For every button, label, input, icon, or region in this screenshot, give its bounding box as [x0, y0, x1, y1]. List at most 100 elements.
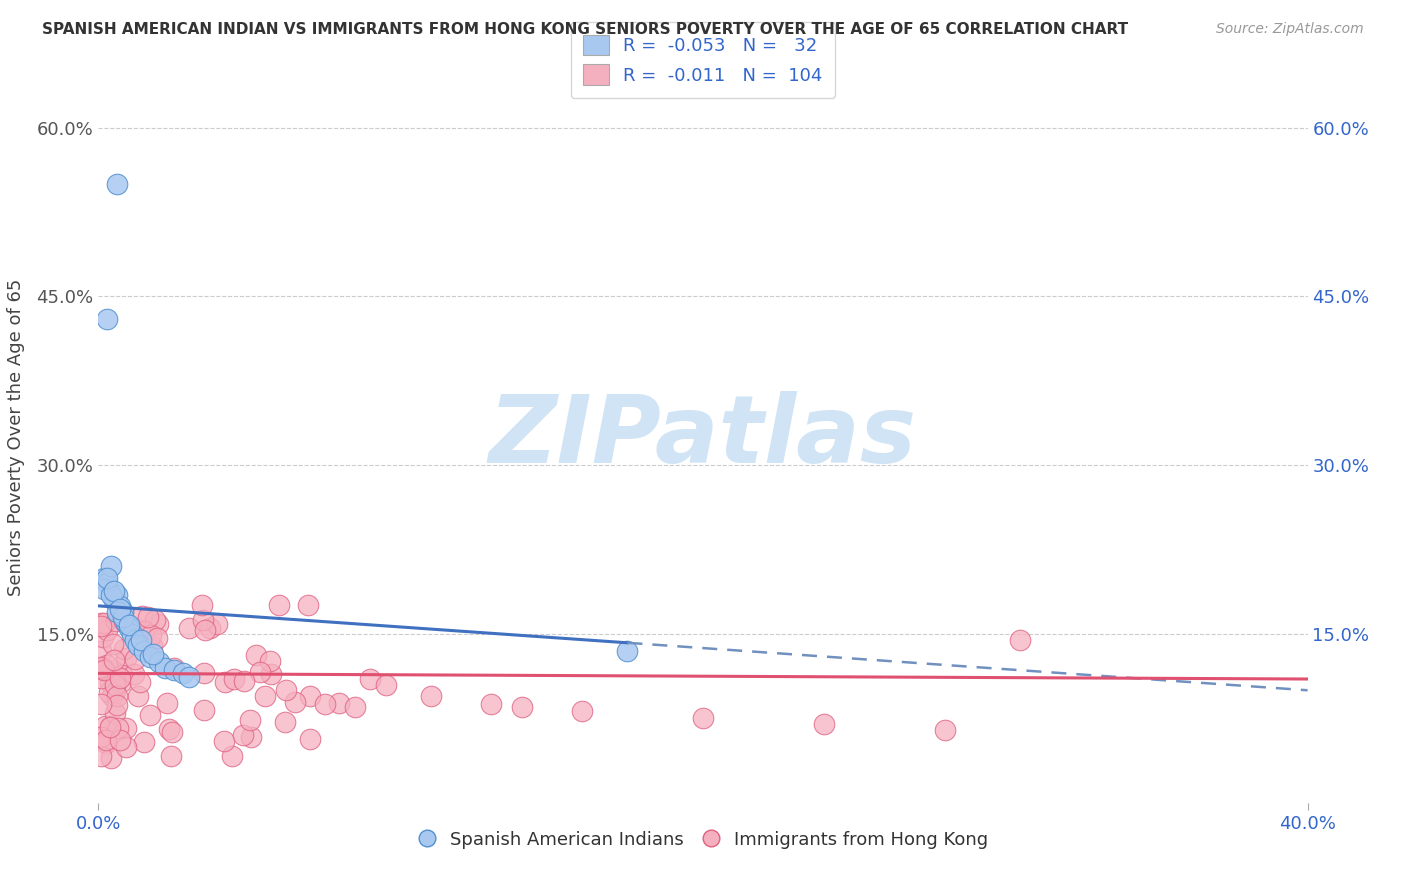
Point — [105, 698, 128, 712]
Point — [112, 614, 135, 628]
Point — [139, 707, 162, 722]
Point — [93, 616, 115, 631]
Point — [124, 632, 146, 647]
Point — [328, 696, 350, 710]
Point — [146, 616, 169, 631]
Point — [212, 734, 235, 748]
Point — [112, 642, 135, 657]
Point — [104, 683, 127, 698]
Point — [194, 623, 217, 637]
Point — [103, 593, 125, 607]
Point — [124, 651, 146, 665]
Point — [93, 571, 115, 585]
Point — [97, 684, 120, 698]
Point — [104, 678, 127, 692]
Point — [129, 632, 152, 647]
Point — [91, 630, 114, 644]
Point — [139, 649, 162, 664]
Point — [90, 731, 112, 745]
Point — [100, 663, 122, 677]
Text: ZIPatlas: ZIPatlas — [489, 391, 917, 483]
Point — [284, 694, 307, 708]
Point — [93, 582, 115, 596]
Point — [127, 638, 149, 652]
Point — [245, 648, 267, 663]
Point — [148, 655, 170, 669]
Point — [1010, 632, 1032, 647]
Point — [100, 588, 122, 602]
Point — [132, 624, 155, 638]
Point — [125, 622, 148, 636]
Point — [93, 663, 115, 677]
Point — [299, 732, 322, 747]
Point — [108, 671, 131, 685]
Point — [191, 613, 214, 627]
Point — [127, 690, 149, 704]
Point — [420, 689, 443, 703]
Point — [191, 598, 214, 612]
Point — [274, 683, 297, 698]
Point — [90, 698, 112, 712]
Point — [177, 621, 200, 635]
Point — [160, 749, 183, 764]
Point — [110, 675, 132, 690]
Point — [129, 675, 152, 690]
Point — [142, 647, 165, 661]
Point — [121, 627, 143, 641]
Point — [107, 722, 129, 736]
Point — [374, 678, 396, 692]
Point — [94, 737, 117, 751]
Point — [131, 608, 153, 623]
Point — [105, 605, 128, 619]
Point — [274, 715, 297, 730]
Point — [139, 628, 162, 642]
Point — [111, 605, 134, 619]
Point — [221, 749, 243, 764]
Point — [91, 662, 114, 676]
Point — [163, 663, 186, 677]
Point — [344, 700, 367, 714]
Point — [298, 690, 321, 704]
Point — [214, 675, 236, 690]
Point — [105, 615, 128, 629]
Point — [90, 644, 112, 658]
Point — [103, 584, 125, 599]
Text: SPANISH AMERICAN INDIAN VS IMMIGRANTS FROM HONG KONG SENIORS POVERTY OVER THE AG: SPANISH AMERICAN INDIAN VS IMMIGRANTS FR… — [42, 22, 1128, 37]
Point — [143, 613, 166, 627]
Point — [90, 748, 112, 763]
Point — [115, 740, 138, 755]
Point — [118, 621, 141, 635]
Point — [90, 660, 112, 674]
Point — [360, 672, 382, 686]
Point — [198, 621, 221, 635]
Point — [118, 618, 141, 632]
Point — [267, 598, 290, 612]
Point — [193, 702, 215, 716]
Point — [100, 559, 122, 574]
Point — [232, 674, 254, 689]
Point — [141, 639, 163, 653]
Point — [134, 735, 156, 749]
Point — [90, 616, 112, 631]
Point — [232, 728, 254, 742]
Point — [98, 674, 121, 689]
Point — [571, 704, 593, 718]
Point — [205, 616, 228, 631]
Legend: Spanish American Indians, Immigrants from Hong Kong: Spanish American Indians, Immigrants fro… — [411, 823, 995, 856]
Point — [153, 661, 176, 675]
Point — [96, 312, 118, 326]
Point — [481, 697, 503, 711]
Point — [90, 619, 112, 633]
Point — [179, 670, 201, 684]
Point — [115, 722, 138, 736]
Point — [108, 602, 131, 616]
Point — [108, 599, 131, 613]
Point — [510, 700, 533, 714]
Y-axis label: Seniors Poverty Over the Age of 65: Seniors Poverty Over the Age of 65 — [7, 278, 25, 596]
Point — [813, 717, 835, 731]
Point — [105, 689, 128, 703]
Point — [90, 661, 112, 675]
Point — [156, 697, 179, 711]
Point — [111, 610, 134, 624]
Point — [105, 177, 128, 191]
